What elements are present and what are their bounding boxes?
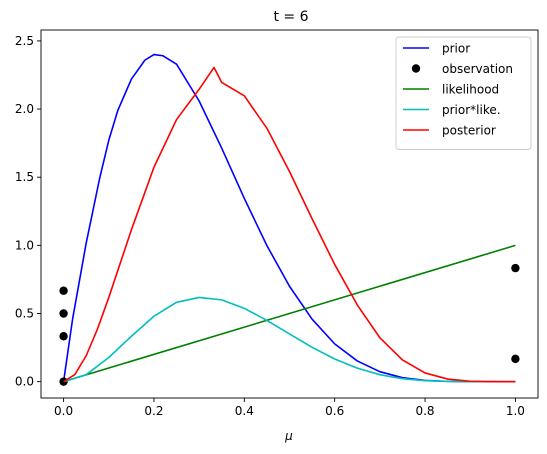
data-point-observation bbox=[511, 354, 520, 364]
y-tick-label: 0.0 bbox=[15, 375, 34, 389]
series-line-likelihood bbox=[63, 244, 516, 383]
plot-area bbox=[40, 29, 539, 399]
legend-label-posterior: posterior bbox=[442, 124, 496, 138]
legend-box bbox=[395, 36, 532, 150]
x-tick-label: 0.4 bbox=[235, 404, 254, 418]
legend-swatch-observation bbox=[411, 64, 421, 73]
data-point-observation bbox=[59, 286, 68, 295]
y-tick-label: 2.5 bbox=[15, 34, 34, 48]
data-point-observation bbox=[59, 309, 68, 318]
legend-label-prior: prior bbox=[442, 42, 470, 56]
y-tick-label: 1.5 bbox=[15, 170, 34, 184]
series-line-posterior bbox=[63, 66, 516, 383]
y-axis: 0.0 0.5 1.0 1.5 2.0 2.5 bbox=[15, 34, 41, 389]
x-tick-label: 0.8 bbox=[415, 404, 434, 418]
x-axis: 0.0 0.2 0.4 0.6 0.8 1.0 bbox=[54, 398, 525, 418]
series-line-prior-like bbox=[63, 296, 516, 383]
x-tick-label: 0.6 bbox=[325, 404, 344, 418]
x-tick-label: 1.0 bbox=[506, 404, 525, 418]
x-tick-label: 0.2 bbox=[144, 404, 163, 418]
legend: prior observation likelihood prior*like. pos… bbox=[395, 36, 532, 150]
y-tick-label: 2.0 bbox=[15, 102, 34, 116]
legend-label-observation: observation bbox=[442, 62, 513, 76]
y-tick-label: 0.5 bbox=[15, 306, 34, 320]
data-point-observation bbox=[59, 377, 68, 386]
x-tick-label: 0.0 bbox=[54, 404, 73, 418]
y-tick-label: 1.0 bbox=[15, 238, 34, 252]
legend-label-prior-like: prior*like. bbox=[442, 103, 501, 117]
data-point-observation bbox=[59, 332, 68, 341]
legend-label-likelihood: likelihood bbox=[442, 83, 499, 97]
data-point-observation bbox=[511, 263, 520, 273]
chart-title: t = 6 bbox=[273, 9, 308, 25]
x-axis-label: μ bbox=[284, 429, 293, 443]
axes-frame bbox=[40, 29, 539, 399]
